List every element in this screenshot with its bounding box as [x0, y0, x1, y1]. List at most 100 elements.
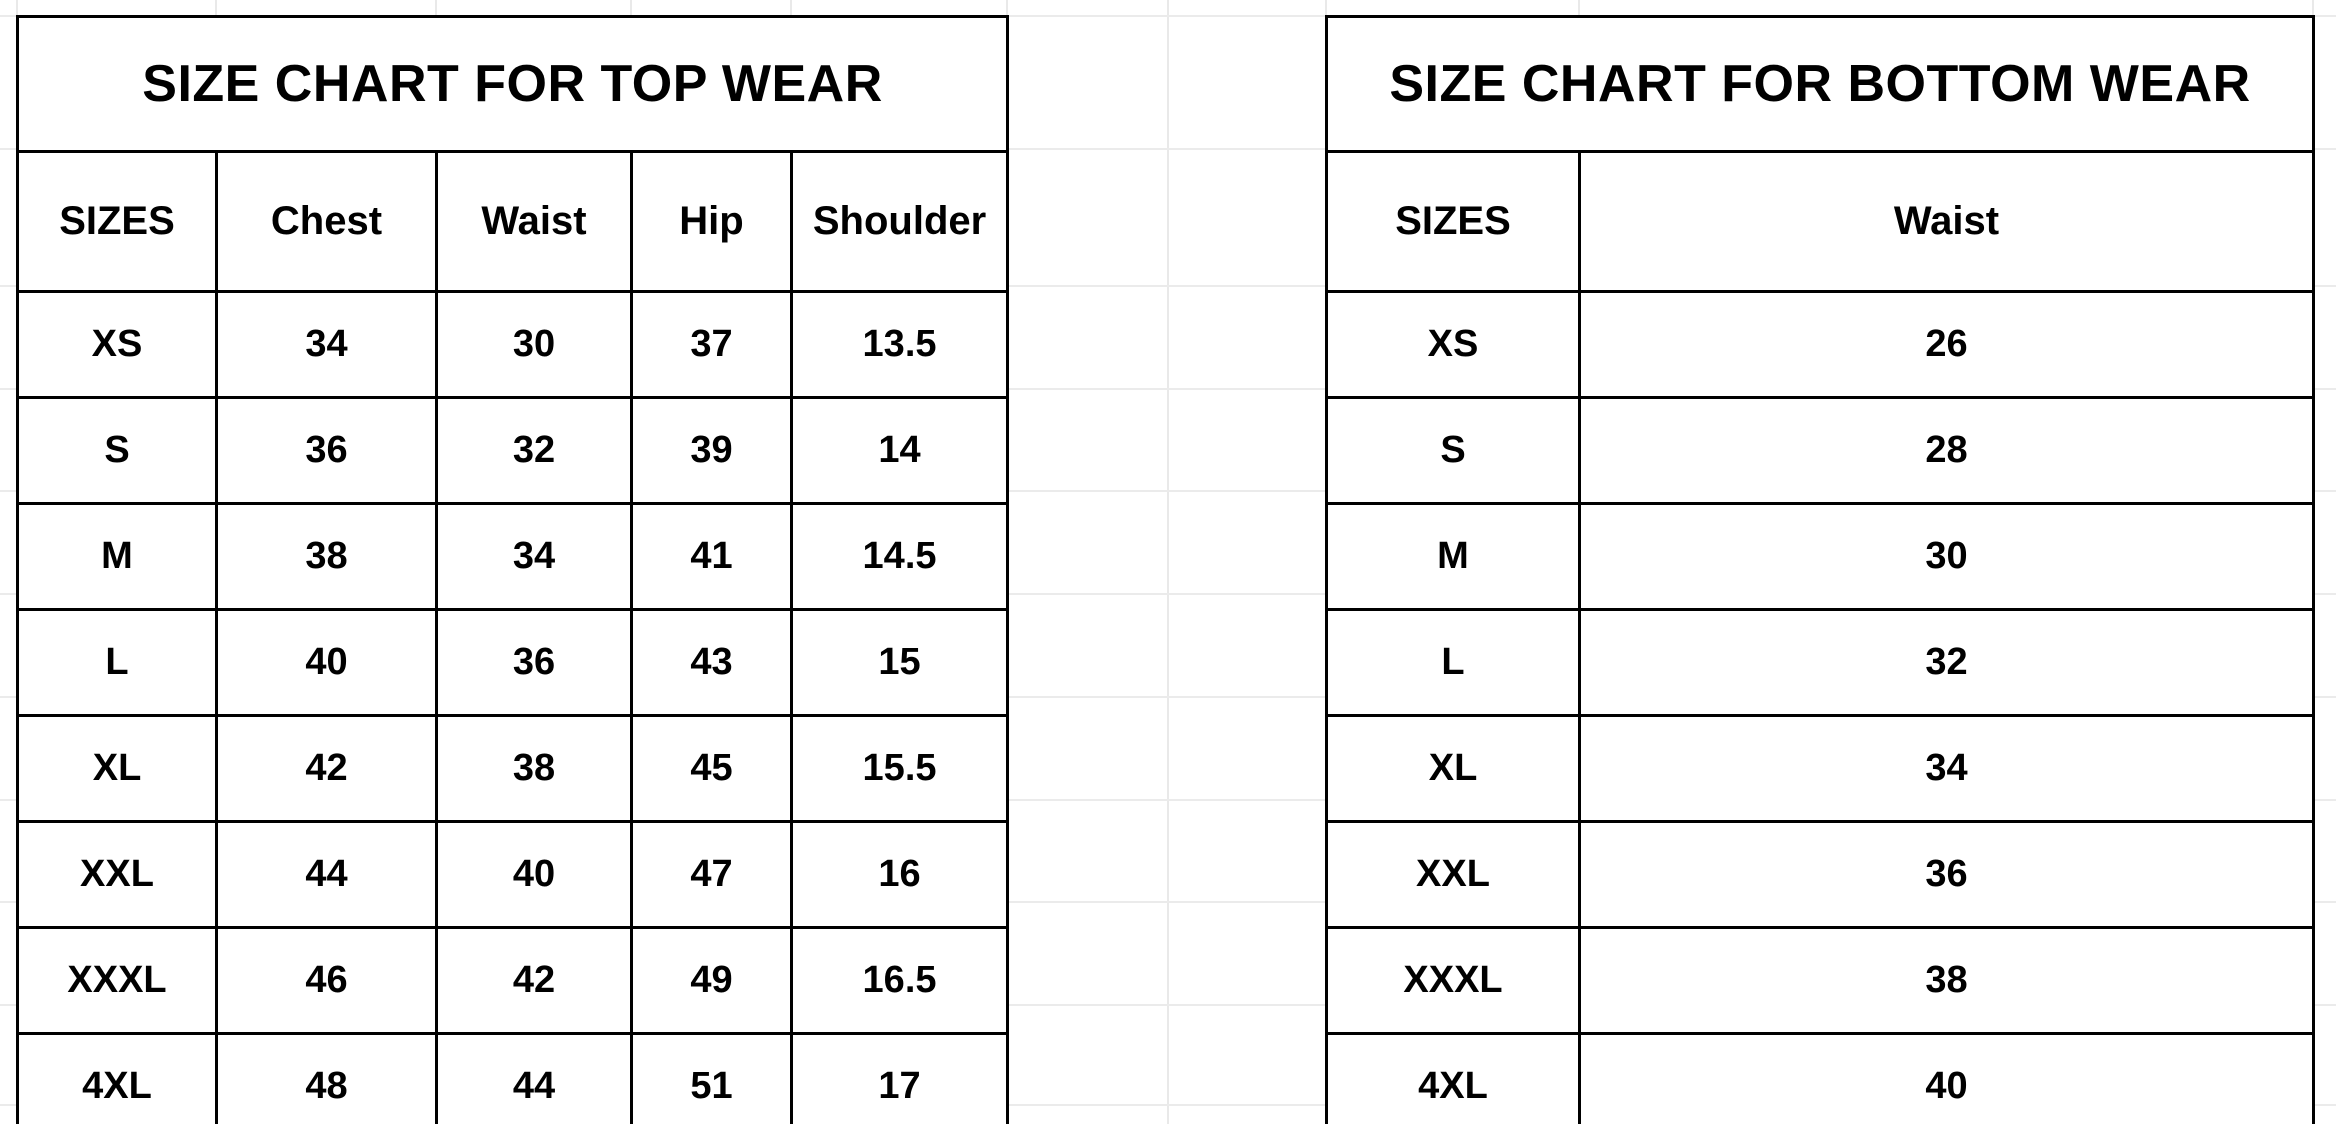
cell-waist: 30 — [1577, 502, 2316, 611]
cell-chest: 36 — [215, 396, 438, 505]
cell-shoulder: 16.5 — [789, 926, 1010, 1035]
cell-waist: 26 — [1577, 290, 2316, 399]
top-wear-header-waist: Waist — [435, 150, 633, 293]
top-wear-size-chart: SIZE CHART FOR TOP WEAR SIZES Chest Wais… — [15, 15, 1010, 1124]
cell-shoulder: 16 — [789, 820, 1010, 929]
bottom-wear-header-row: SIZES Waist — [1325, 150, 2316, 293]
cell-hip: 39 — [630, 396, 793, 505]
gridline-horizontal — [0, 593, 2336, 595]
top-wear-header-sizes: SIZES — [16, 150, 218, 293]
cell-chest: 48 — [215, 1032, 438, 1124]
cell-waist: 36 — [435, 608, 633, 717]
cell-waist: 44 — [435, 1032, 633, 1124]
cell-hip: 45 — [630, 714, 793, 823]
gridline-horizontal — [0, 490, 2336, 492]
gridline-horizontal — [0, 696, 2336, 698]
bottom-wear-header-waist: Waist — [1577, 150, 2316, 293]
cell-waist: 36 — [1577, 820, 2316, 929]
table-row: M 30 — [1325, 502, 2316, 611]
cell-shoulder: 14 — [789, 396, 1010, 505]
top-wear-title: SIZE CHART FOR TOP WEAR — [15, 15, 1010, 153]
cell-size: XL — [16, 714, 218, 823]
cell-size: M — [1325, 502, 1581, 611]
table-row: 4XL 40 — [1325, 1032, 2316, 1124]
table-row: S 36 32 39 14 — [16, 396, 1010, 505]
table-row: M 38 34 41 14.5 — [16, 502, 1010, 611]
cell-hip: 41 — [630, 502, 793, 611]
gridline-horizontal — [0, 901, 2336, 903]
table-row: XXXL 46 42 49 16.5 — [16, 926, 1010, 1035]
bottom-wear-size-chart: SIZE CHART FOR BOTTOM WEAR SIZES Waist X… — [1324, 15, 2316, 1124]
cell-hip: 47 — [630, 820, 793, 929]
cell-size: XXXL — [1325, 926, 1581, 1035]
cell-chest: 42 — [215, 714, 438, 823]
cell-size: XXL — [16, 820, 218, 929]
cell-waist: 32 — [435, 396, 633, 505]
cell-size: XS — [1325, 290, 1581, 399]
gridline-horizontal — [0, 1104, 2336, 1106]
gridline-horizontal — [0, 15, 2336, 17]
table-row: L 32 — [1325, 608, 2316, 717]
cell-size: L — [1325, 608, 1581, 717]
cell-size: 4XL — [1325, 1032, 1581, 1124]
cell-shoulder: 15 — [789, 608, 1010, 717]
cell-size: S — [16, 396, 218, 505]
table-row: XS 26 — [1325, 290, 2316, 399]
cell-size: XXXL — [16, 926, 218, 1035]
cell-waist: 38 — [1577, 926, 2316, 1035]
bottom-wear-header-sizes: SIZES — [1325, 150, 1581, 293]
table-row: XXXL 38 — [1325, 926, 2316, 1035]
cell-waist: 32 — [1577, 608, 2316, 717]
gridline-horizontal — [0, 1004, 2336, 1006]
cell-waist: 40 — [435, 820, 633, 929]
top-wear-header-chest: Chest — [215, 150, 438, 293]
cell-waist: 38 — [435, 714, 633, 823]
cell-chest: 40 — [215, 608, 438, 717]
table-row: XL 42 38 45 15.5 — [16, 714, 1010, 823]
bottom-wear-title-row: SIZE CHART FOR BOTTOM WEAR — [1324, 15, 2316, 153]
cell-hip: 37 — [630, 290, 793, 399]
cell-shoulder: 14.5 — [789, 502, 1010, 611]
gridline-horizontal — [0, 285, 2336, 287]
cell-size: S — [1325, 396, 1581, 505]
cell-chest: 46 — [215, 926, 438, 1035]
cell-waist: 30 — [435, 290, 633, 399]
cell-hip: 43 — [630, 608, 793, 717]
cell-waist: 42 — [435, 926, 633, 1035]
cell-size: XL — [1325, 714, 1581, 823]
cell-waist: 28 — [1577, 396, 2316, 505]
cell-waist: 40 — [1577, 1032, 2316, 1124]
bottom-wear-title: SIZE CHART FOR BOTTOM WEAR — [1324, 15, 2316, 153]
cell-size: 4XL — [16, 1032, 218, 1124]
cell-shoulder: 15.5 — [789, 714, 1010, 823]
gridline-horizontal — [0, 148, 2336, 150]
cell-size: XXL — [1325, 820, 1581, 929]
cell-size: XS — [16, 290, 218, 399]
top-wear-header-shoulder: Shoulder — [789, 150, 1010, 293]
table-row: XS 34 30 37 13.5 — [16, 290, 1010, 399]
cell-waist: 34 — [435, 502, 633, 611]
table-row: XL 34 — [1325, 714, 2316, 823]
table-row: L 40 36 43 15 — [16, 608, 1010, 717]
table-row: XXL 44 40 47 16 — [16, 820, 1010, 929]
cell-shoulder: 17 — [789, 1032, 1010, 1124]
cell-shoulder: 13.5 — [789, 290, 1010, 399]
top-wear-header-hip: Hip — [630, 150, 793, 293]
gridline-horizontal — [0, 388, 2336, 390]
cell-chest: 44 — [215, 820, 438, 929]
cell-chest: 38 — [215, 502, 438, 611]
cell-hip: 51 — [630, 1032, 793, 1124]
cell-size: L — [16, 608, 218, 717]
top-wear-title-row: SIZE CHART FOR TOP WEAR — [15, 15, 1010, 153]
table-row: 4XL 48 44 51 17 — [16, 1032, 1010, 1124]
gridline-horizontal — [0, 799, 2336, 801]
cell-size: M — [16, 502, 218, 611]
top-wear-header-row: SIZES Chest Waist Hip Shoulder — [16, 150, 1010, 293]
cell-chest: 34 — [215, 290, 438, 399]
cell-waist: 34 — [1577, 714, 2316, 823]
table-row: S 28 — [1325, 396, 2316, 505]
cell-hip: 49 — [630, 926, 793, 1035]
gridline-vertical — [1167, 0, 1169, 1124]
table-row: XXL 36 — [1325, 820, 2316, 929]
